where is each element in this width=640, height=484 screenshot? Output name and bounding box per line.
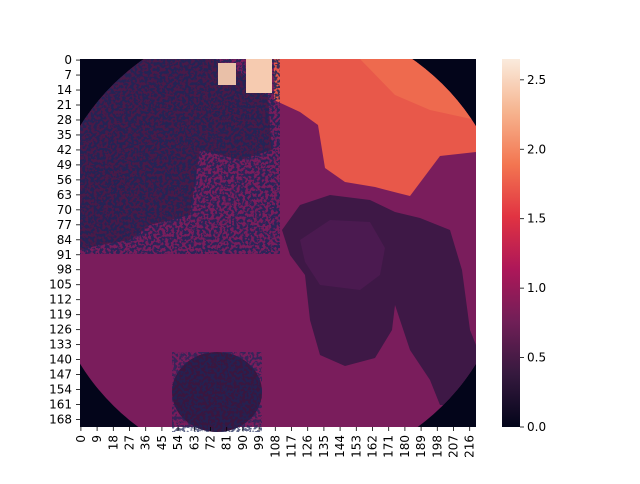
x-tick-label: 54 xyxy=(171,435,185,450)
y-tick-label: 7 xyxy=(64,68,72,82)
x-tick-label: 36 xyxy=(139,435,153,450)
y-tick-label: 63 xyxy=(57,188,72,202)
colorbar-tick-label: 0.5 xyxy=(527,351,546,365)
x-tick-label: 9 xyxy=(90,435,104,443)
colorbar-ticks: 0.0 0.5 1.0 1.5 2.0 2.5 xyxy=(520,73,546,434)
x-tick-label: 198 xyxy=(430,435,444,458)
x-tick-label: 207 xyxy=(447,435,461,458)
colorbar-tick-label: 0.0 xyxy=(527,420,546,434)
y-tick-label: 28 xyxy=(57,113,72,127)
y-tick-label: 168 xyxy=(49,413,72,427)
y-tick-label: 161 xyxy=(49,398,72,412)
x-tick-label: 0 xyxy=(74,435,88,443)
x-tick-label: 162 xyxy=(366,435,380,458)
y-tick-label: 105 xyxy=(49,278,72,292)
y-tick-label: 140 xyxy=(49,353,72,367)
y-tick-label: 14 xyxy=(57,83,72,97)
saturated-depth-patch-small xyxy=(218,63,236,85)
y-tick-label: 126 xyxy=(49,323,72,337)
x-tick-label: 126 xyxy=(301,435,315,458)
x-tick-label: 135 xyxy=(317,435,331,458)
x-tick-label: 72 xyxy=(204,435,218,450)
heatmap-plot-area xyxy=(80,59,476,432)
y-tick-label: 70 xyxy=(57,203,72,217)
y-tick-label: 84 xyxy=(57,233,72,247)
y-tick-label: 91 xyxy=(57,248,72,262)
x-tick-label: 180 xyxy=(398,435,412,458)
saturated-depth-patch xyxy=(246,59,272,93)
y-tick-label: 42 xyxy=(57,143,72,157)
x-tick-label: 27 xyxy=(123,435,137,450)
x-tick-label: 63 xyxy=(187,435,201,450)
x-tick-label: 18 xyxy=(106,435,120,450)
y-tick-label: 49 xyxy=(57,158,72,172)
x-tick-label: 117 xyxy=(285,435,299,458)
colorbar-gradient xyxy=(502,59,520,427)
y-tick-label: 98 xyxy=(57,263,72,277)
y-axis: 0714212835424956637077849198105112119126… xyxy=(49,53,80,427)
x-tick-label: 108 xyxy=(268,435,282,458)
colorbar-tick-label: 1.0 xyxy=(527,281,546,295)
x-tick-label: 81 xyxy=(220,435,234,450)
x-tick-label: 216 xyxy=(463,435,477,458)
y-tick-label: 77 xyxy=(57,218,72,232)
y-tick-label: 119 xyxy=(49,308,72,322)
depth-field xyxy=(80,59,476,432)
x-tick-label: 45 xyxy=(155,435,169,450)
mug-inner-shading xyxy=(300,220,385,290)
colorbar-tick-label: 1.5 xyxy=(527,212,546,226)
lower-object-speckle xyxy=(172,352,262,432)
y-tick-label: 35 xyxy=(57,128,72,142)
x-tick-label: 189 xyxy=(414,435,428,458)
y-tick-label: 0 xyxy=(64,53,72,67)
y-tick-label: 133 xyxy=(49,338,72,352)
x-axis: 0 9 18 27 36 45 54 63 72 81 90 99 108 117 126 135 144 153… xyxy=(74,427,477,458)
colorbar-tick-label: 2.0 xyxy=(527,142,546,156)
y-tick-label: 147 xyxy=(49,368,72,382)
x-tick-label: 90 xyxy=(236,435,250,450)
y-tick-label: 21 xyxy=(57,98,72,112)
y-tick-label: 56 xyxy=(57,173,72,187)
x-tick-label: 153 xyxy=(349,435,363,458)
colorbar: 0.0 0.5 1.0 1.5 2.0 2.5 xyxy=(502,59,546,434)
x-tick-label: 144 xyxy=(333,435,347,458)
x-tick-label: 99 xyxy=(252,435,266,450)
y-tick-label: 154 xyxy=(49,383,72,397)
x-tick-label: 171 xyxy=(382,435,396,458)
colorbar-tick-label: 2.5 xyxy=(527,73,546,87)
y-tick-label: 112 xyxy=(49,293,72,307)
